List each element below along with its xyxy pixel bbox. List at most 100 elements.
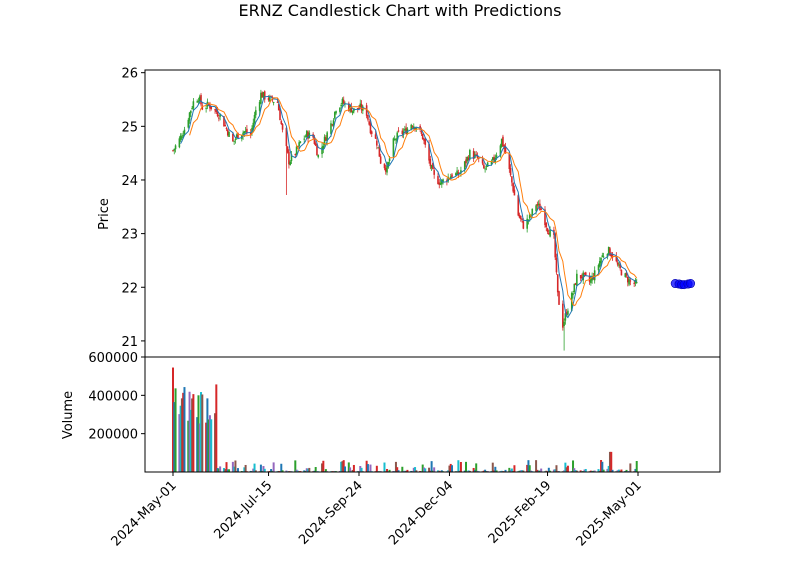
candle-body: [281, 124, 284, 130]
candle-body: [424, 139, 427, 145]
candle-body: [384, 167, 387, 172]
volume-bar: [188, 391, 191, 472]
volume-bar: [583, 469, 586, 472]
candle-body: [286, 146, 289, 153]
volume-bar: [430, 461, 433, 472]
volume-bar: [476, 470, 479, 472]
candle-body: [556, 274, 559, 293]
candle-body: [567, 310, 569, 315]
volume-bar: [518, 470, 521, 472]
candle-body: [314, 143, 317, 146]
volume-bar: [424, 468, 427, 472]
candle-body: [280, 121, 283, 124]
candle-body: [511, 176, 513, 183]
volume-bar: [429, 470, 432, 472]
candle-body: [635, 282, 638, 284]
candle-body: [537, 203, 540, 205]
candle-body: [472, 150, 475, 159]
candle-body: [451, 174, 453, 177]
candle-body: [246, 128, 248, 134]
candle-body: [555, 257, 558, 273]
candle-body: [601, 255, 604, 258]
candle-body: [554, 233, 556, 258]
volume-bar: [349, 467, 352, 472]
candle-body: [267, 97, 270, 101]
candle-body: [243, 131, 246, 134]
volume-bar: [388, 469, 391, 472]
volume-bar: [206, 398, 209, 472]
candle-body: [579, 275, 582, 279]
candle-body: [439, 182, 442, 185]
volume-bar: [249, 470, 252, 472]
volume-bar: [222, 468, 225, 472]
volume-bar: [396, 467, 399, 472]
price-y-tick-label: 24: [121, 174, 138, 189]
volume-bar: [602, 469, 605, 472]
volume-y-tick-label: 600000: [88, 351, 138, 366]
candle-body: [313, 137, 316, 144]
candle-body: [486, 162, 489, 167]
volume-bar: [589, 470, 592, 472]
volume-bar: [296, 470, 299, 472]
volume-bar: [366, 464, 369, 472]
volume-bar: [308, 467, 311, 472]
volume-bar: [572, 460, 575, 472]
volume-bar: [611, 469, 614, 472]
candle-body: [297, 146, 299, 148]
candle-body: [242, 132, 244, 136]
candle-body: [260, 92, 262, 104]
volume-bar: [467, 470, 470, 472]
candle-body: [294, 154, 297, 156]
candle-body: [386, 165, 388, 173]
candle-body: [388, 158, 391, 162]
candle-body: [536, 204, 539, 206]
candle-body: [545, 223, 548, 228]
volume-bar: [457, 460, 460, 472]
candle-body: [179, 135, 182, 140]
candle-body: [518, 214, 521, 218]
candle-body: [269, 96, 271, 102]
volume-bar: [405, 470, 408, 472]
volume-bar: [178, 414, 181, 472]
candle-body: [303, 138, 306, 140]
volume-bar: [187, 420, 190, 472]
candle-body: [289, 161, 292, 165]
volume-bar: [459, 462, 462, 472]
candle-body: [201, 105, 204, 110]
volume-bar: [521, 470, 524, 472]
candle-body: [618, 264, 620, 266]
candle-body: [223, 116, 225, 127]
volume-bar: [619, 470, 622, 472]
volume-bar: [431, 470, 434, 472]
candle-body: [502, 136, 504, 147]
candle-body: [348, 103, 350, 111]
candle-body: [263, 91, 266, 100]
candle-body: [598, 260, 601, 267]
candle-body: [307, 131, 309, 139]
volume-bar: [259, 464, 262, 472]
candle-body: [504, 146, 507, 154]
candle-body: [374, 134, 377, 139]
volume-bar: [449, 463, 452, 472]
candle-body: [615, 256, 618, 262]
candle-body: [428, 143, 430, 161]
candle-body: [572, 293, 574, 296]
volume-bar: [415, 470, 418, 472]
ma-fast-line: [180, 95, 637, 319]
candle-body: [620, 270, 623, 276]
volume-bar: [403, 470, 406, 472]
price-panel: 21 22 23 24 25 26 Price: [97, 67, 721, 358]
volume-bar: [513, 465, 516, 472]
candle-body: [517, 195, 520, 216]
candle-body: [323, 136, 326, 145]
volume-bar: [508, 467, 511, 472]
candle-body: [526, 218, 528, 229]
volume-bar: [347, 462, 350, 472]
volume-bar: [406, 469, 409, 472]
volume-bar: [208, 415, 211, 472]
volume-bar: [225, 462, 228, 472]
volume-bar: [313, 470, 316, 472]
volume-bar: [600, 460, 603, 472]
volume-bar: [592, 470, 595, 472]
candle-body: [558, 291, 560, 305]
